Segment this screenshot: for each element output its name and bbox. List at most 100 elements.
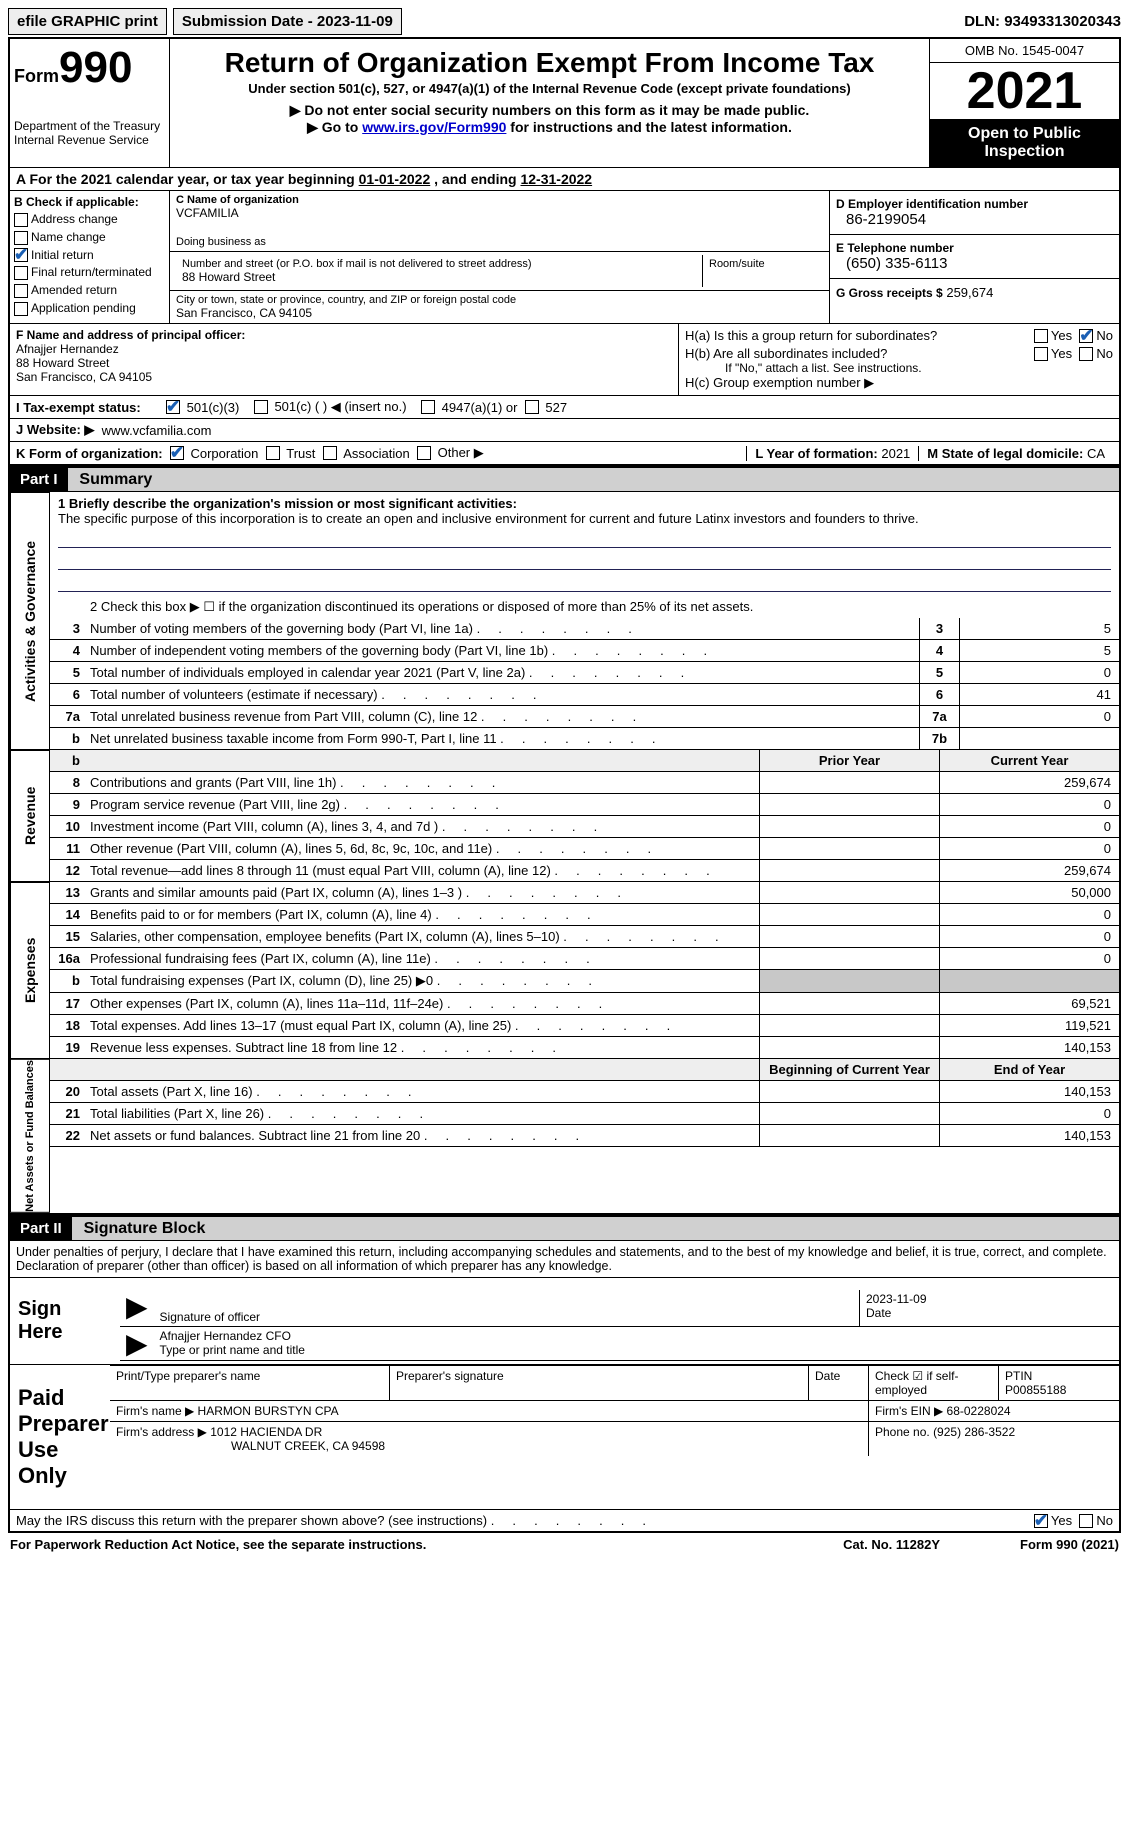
row-18: 18 Total expenses. Add lines 13–17 (must…: [50, 1015, 1119, 1037]
ha-yes[interactable]: [1034, 329, 1048, 343]
chk-corp[interactable]: [170, 446, 184, 460]
row-19: 19 Revenue less expenses. Subtract line …: [50, 1037, 1119, 1059]
form-id-box: Form990 Department of the Treasury Inter…: [10, 39, 170, 167]
ein-label: D Employer identification number: [836, 197, 1113, 211]
chk-amended[interactable]: [14, 284, 28, 298]
website-label: J Website: ▶: [16, 422, 94, 438]
irs-link[interactable]: www.irs.gov/Form990: [362, 119, 506, 135]
period-row: A For the 2021 calendar year, or tax yea…: [10, 168, 1119, 190]
paid-preparer-block: Paid Preparer Use Only Print/Type prepar…: [10, 1364, 1119, 1509]
footer-right: Form 990 (2021): [1020, 1537, 1119, 1552]
part2-hdr: Part II: [10, 1217, 72, 1240]
row-21: 21 Total liabilities (Part X, line 26) 0: [50, 1103, 1119, 1125]
side-net: Net Assets or Fund Balances: [10, 1059, 50, 1213]
footer-row: For Paperwork Reduction Act Notice, see …: [8, 1533, 1121, 1556]
section-f: F Name and address of principal officer:…: [10, 324, 679, 395]
prep-print-label: Print/Type preparer's name: [110, 1366, 390, 1400]
part1-hdr: Part I: [10, 468, 68, 491]
discuss-row: May the IRS discuss this return with the…: [10, 1509, 1119, 1532]
top-bar: efile GRAPHIC print Submission Date - 20…: [8, 8, 1121, 35]
hc-label: H(c) Group exemption number ▶: [685, 375, 1113, 391]
chk-trust[interactable]: [266, 446, 280, 460]
l-label: L Year of formation:: [755, 446, 877, 461]
hb-yes[interactable]: [1034, 347, 1048, 361]
row-11: 11 Other revenue (Part VIII, column (A),…: [50, 838, 1119, 860]
discuss-text: May the IRS discuss this return with the…: [16, 1513, 646, 1528]
row-9: 9 Program service revenue (Part VIII, li…: [50, 794, 1119, 816]
row-15: 15 Salaries, other compensation, employe…: [50, 926, 1119, 948]
chk-501c[interactable]: [254, 400, 268, 414]
street-address: 88 Howard Street: [182, 270, 696, 284]
hb-no[interactable]: [1079, 347, 1093, 361]
side-gov: Activities & Governance: [10, 492, 50, 750]
l-value: 2021: [881, 446, 910, 461]
summary-rev: Revenue b Prior Year Current Year 8 Cont…: [10, 750, 1119, 882]
prior-year-hdr: Prior Year: [759, 750, 939, 771]
sign-here-block: Sign Here ▶ Signature of officer 2023-11…: [10, 1277, 1119, 1364]
summary-net: Net Assets or Fund Balances Beginning of…: [10, 1059, 1119, 1215]
irs-label: Internal Revenue Service: [14, 133, 165, 147]
row-8: 8 Contributions and grants (Part VIII, l…: [50, 772, 1119, 794]
m-label: M State of legal domicile:: [927, 446, 1083, 461]
sig-date-val: 2023-11-09: [866, 1292, 1113, 1306]
room-label: Room/suite: [709, 258, 817, 270]
side-exp: Expenses: [10, 882, 50, 1059]
dept-label: Department of the Treasury: [14, 119, 165, 133]
section-h: H(a) Is this a group return for subordin…: [679, 324, 1119, 395]
row-12: 12 Total revenue—add lines 8 through 11 …: [50, 860, 1119, 882]
period-label: A For the 2021 calendar year, or tax yea…: [16, 171, 359, 187]
prep-date-label: Date: [809, 1366, 869, 1400]
chk-address[interactable]: [14, 213, 28, 227]
inspection-label: Open to Public Inspection: [930, 119, 1119, 167]
officer-row: F Name and address of principal officer:…: [10, 323, 1119, 395]
gov-row-6: 6 Total number of volunteers (estimate i…: [50, 684, 1119, 706]
m-value: CA: [1087, 446, 1105, 461]
ha-no[interactable]: [1079, 329, 1093, 343]
row-20: 20 Total assets (Part X, line 16) 140,15…: [50, 1081, 1119, 1103]
firm-addr-label: Firm's address ▶: [116, 1425, 207, 1439]
period-begin: 01-01-2022: [359, 171, 431, 187]
section-c: C Name of organization VCFAMILIA Doing b…: [170, 191, 829, 323]
org-name: VCFAMILIA: [176, 206, 823, 220]
chk-final[interactable]: [14, 266, 28, 280]
officer-addr2: San Francisco, CA 94105: [16, 370, 672, 384]
line-2: 2 Check this box ▶ ☐ if the organization…: [86, 596, 1119, 618]
officer-addr1: 88 Howard Street: [16, 356, 672, 370]
gov-row-7a: 7a Total unrelated business revenue from…: [50, 706, 1119, 728]
name-title-label: Type or print name and title: [160, 1343, 1113, 1357]
sig-arrow-2: ▶: [120, 1327, 154, 1360]
ein-value: 86-2199054: [836, 211, 1113, 228]
summary-exp: Expenses 13 Grants and similar amounts p…: [10, 882, 1119, 1059]
form-container: Form990 Department of the Treasury Inter…: [8, 37, 1121, 1533]
chk-other[interactable]: [417, 446, 431, 460]
part1-title: Summary: [71, 471, 152, 488]
dln: DLN: 93493313020343: [964, 13, 1121, 30]
title-box: Return of Organization Exempt From Incom…: [170, 39, 929, 167]
side-rev: Revenue: [10, 750, 50, 882]
subtitle-3: ▶ Go to www.irs.gov/Form990 for instruct…: [180, 119, 919, 136]
website-value: www.vcfamilia.com: [102, 423, 212, 438]
firm-name-label: Firm's name ▶: [116, 1404, 194, 1418]
discuss-yes[interactable]: [1034, 1514, 1048, 1528]
chk-initial[interactable]: [14, 248, 28, 262]
checklist-b: Address change Name change Initial retur…: [14, 212, 165, 316]
chk-assoc[interactable]: [323, 446, 337, 460]
chk-501c3[interactable]: [166, 400, 180, 414]
chk-name[interactable]: [14, 231, 28, 245]
part2-title: Signature Block: [76, 1220, 206, 1237]
gov-row-5: 5 Total number of individuals employed i…: [50, 662, 1119, 684]
form-label: Form: [14, 66, 59, 86]
chk-pending[interactable]: [14, 302, 28, 316]
period-end: 12-31-2022: [520, 171, 592, 187]
tax-status-row: I Tax-exempt status: 501(c)(3) 501(c) ( …: [10, 395, 1119, 418]
section-b: B Check if applicable: Address change Na…: [10, 191, 170, 323]
prep-phone: (925) 286-3522: [933, 1425, 1015, 1439]
chk-527[interactable]: [525, 400, 539, 414]
tax-status-label: I Tax-exempt status:: [16, 400, 166, 415]
officer-name: Afnajjer Hernandez: [16, 342, 672, 356]
prep-label: Paid Preparer Use Only: [10, 1365, 110, 1509]
row-16a: 16a Professional fundraising fees (Part …: [50, 948, 1119, 970]
discuss-no[interactable]: [1079, 1514, 1093, 1528]
chk-4947[interactable]: [421, 400, 435, 414]
ha-label: H(a) Is this a group return for subordin…: [685, 328, 1034, 343]
